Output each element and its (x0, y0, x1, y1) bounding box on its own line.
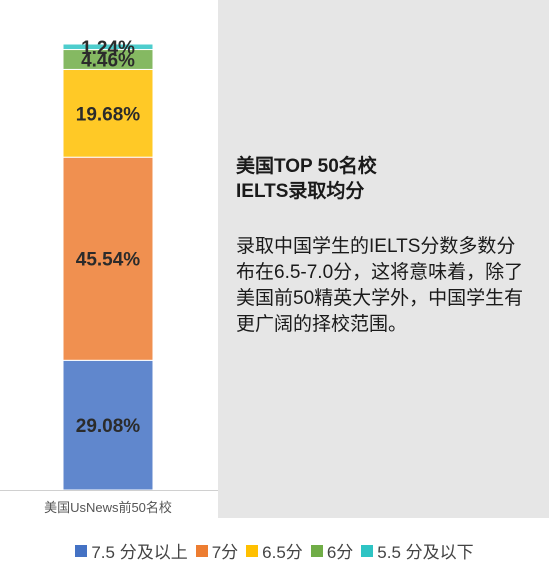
bar-segment-0 (62, 359, 154, 491)
legend-label-4: 5.5 分及以下 (377, 543, 474, 562)
data-label-1: 45.54% (76, 250, 141, 271)
legend: 7.5 分及以上 7分 6.5分 6分 5.5 分及以下 (0, 518, 549, 583)
bar-segment-4 (62, 43, 154, 51)
legend-item-4: 5.5 分及以下 (361, 538, 474, 563)
legend-label-3: 6分 (326, 543, 354, 562)
legend-item-3: 6分 (310, 538, 354, 563)
legend-swatch-0 (75, 544, 88, 557)
legend-item-2: 6.5分 (246, 538, 303, 563)
x-tick-label: 美国UsNews前50名校 (44, 500, 172, 515)
legend-item-0: 7.5 分及以上 (75, 538, 188, 563)
info-body: 录取中国学生的IELTS分数多数分布在6.5-7.0分，这将意味着，除了美国前5… (236, 236, 524, 335)
legend-swatch-4 (361, 544, 374, 557)
data-label-4: 1.24% (81, 38, 135, 59)
info-title: 美国TOP 50名校 IELTS录取均分 (236, 156, 377, 202)
legend-swatch-2 (246, 544, 259, 557)
legend-item-1: 7分 (195, 538, 239, 563)
data-label-3: 4.46% (81, 50, 135, 71)
legend-label-2: 6.5分 (262, 543, 303, 562)
stacked-bar-chart: 29.08% 45.54% 19.68% 4.46%1.24% 美国UsNews前50名… (0, 38, 218, 515)
legend-label-1: 7分 (211, 543, 239, 562)
legend-swatch-1 (195, 544, 208, 557)
info-panel: 美国TOP 50名校 IELTS录取均分 录取中国学生的IELTS分数多数分布在… (218, 0, 549, 518)
data-label-2: 19.68% (76, 104, 141, 125)
data-label-0: 29.08% (76, 416, 141, 437)
legend-swatch-3 (310, 544, 323, 557)
legend-label-0: 7.5 分及以上 (91, 543, 188, 562)
chart-area: 29.08% 45.54% 19.68% 4.46% 1.24% 美国UsNews前50名… (0, 0, 218, 518)
bar-segment-1 (62, 156, 154, 361)
